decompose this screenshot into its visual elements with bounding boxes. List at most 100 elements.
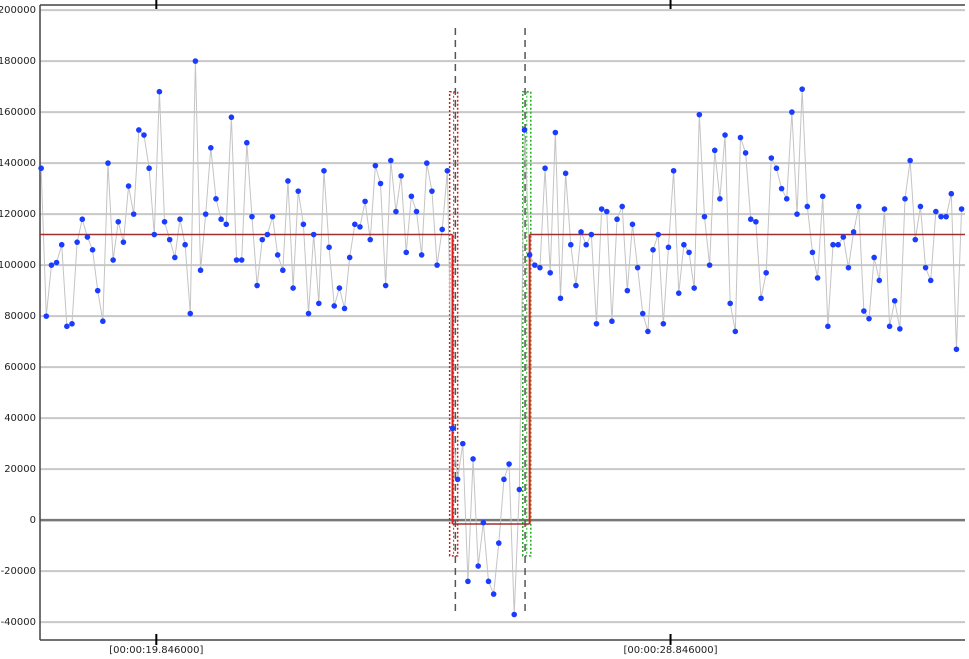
- data-point: [917, 203, 924, 210]
- data-point: [141, 132, 147, 138]
- data-point: [958, 206, 965, 212]
- data-point: [388, 157, 394, 164]
- data-point: [531, 262, 538, 268]
- data-point: [825, 323, 831, 330]
- data-point: [249, 213, 255, 220]
- data-point: [578, 229, 584, 235]
- data-point: [799, 86, 805, 92]
- data-point: [727, 300, 733, 307]
- data-point: [398, 173, 404, 179]
- data-point: [866, 315, 872, 322]
- y-tick-label: 180000: [0, 56, 36, 67]
- data-point: [120, 239, 127, 245]
- data-point: [357, 224, 363, 230]
- data-point: [244, 139, 250, 146]
- data-point: [542, 165, 548, 172]
- data-point: [804, 203, 811, 210]
- y-tick-label: 0: [30, 515, 36, 526]
- data-point: [938, 213, 944, 220]
- data-point: [413, 208, 420, 215]
- data-point: [316, 300, 322, 307]
- data-point: [449, 425, 456, 432]
- data-point: [516, 486, 523, 493]
- data-point: [264, 231, 271, 238]
- data-point: [876, 277, 883, 284]
- data-point: [228, 114, 235, 121]
- data-point: [840, 234, 847, 240]
- x-tick-label: [00:00:28.846000]: [623, 645, 717, 656]
- y-tick-label: -40000: [1, 617, 36, 628]
- data-point: [100, 318, 106, 325]
- data-point: [696, 111, 703, 118]
- data-point: [619, 203, 625, 210]
- data-point: [639, 310, 646, 317]
- data-point: [855, 203, 862, 210]
- data-point: [665, 244, 672, 251]
- data-point: [557, 295, 564, 302]
- data-point: [485, 578, 492, 585]
- data-point: [537, 264, 543, 271]
- data-point: [382, 282, 389, 289]
- data-point: [850, 229, 857, 235]
- data-point: [136, 127, 142, 133]
- data-point: [43, 313, 50, 319]
- data-point: [881, 206, 888, 212]
- data-point: [819, 193, 826, 200]
- data-point: [89, 247, 96, 253]
- data-point: [526, 252, 533, 258]
- data-point: [177, 216, 183, 223]
- data-point: [501, 476, 507, 483]
- data-point: [747, 216, 754, 223]
- data-point: [521, 127, 528, 133]
- data-point: [331, 303, 338, 309]
- data-point: [53, 259, 60, 266]
- data-point: [110, 257, 116, 263]
- data-point: [552, 129, 559, 136]
- data-point: [295, 188, 302, 194]
- data-point: [886, 323, 893, 330]
- data-point: [341, 305, 348, 312]
- data-point: [655, 231, 661, 238]
- data-point: [377, 180, 384, 187]
- data-point: [321, 167, 327, 174]
- data-point: [372, 162, 379, 169]
- data-point: [285, 178, 291, 184]
- data-point: [69, 320, 75, 327]
- data-point: [300, 221, 307, 228]
- data-point: [948, 190, 955, 197]
- series-line: [40, 61, 963, 615]
- data-point: [794, 211, 800, 217]
- data-point: [470, 456, 476, 462]
- y-tick-label: -20000: [1, 566, 36, 577]
- data-point: [588, 231, 595, 238]
- data-point: [660, 320, 667, 327]
- data-point: [254, 282, 260, 289]
- data-point: [871, 254, 877, 261]
- data-point: [130, 211, 137, 217]
- data-point: [352, 221, 358, 228]
- data-point: [681, 241, 687, 248]
- data-point: [737, 134, 744, 141]
- data-point: [393, 208, 399, 215]
- data-point: [218, 216, 224, 223]
- data-point: [943, 213, 949, 220]
- data-point: [835, 241, 841, 248]
- data-point: [182, 241, 188, 248]
- data-point: [861, 308, 867, 314]
- data-point: [768, 155, 775, 161]
- data-point: [280, 267, 286, 274]
- data-point: [645, 328, 651, 335]
- data-point: [789, 109, 795, 115]
- data-point: [650, 247, 656, 253]
- data-point: [830, 241, 836, 248]
- data-point: [732, 328, 739, 335]
- data-point: [706, 262, 713, 268]
- data-point: [192, 58, 199, 64]
- data-point: [614, 216, 620, 223]
- data-point: [814, 275, 821, 281]
- data-point: [629, 221, 636, 228]
- data-point: [902, 196, 908, 202]
- data-point: [439, 226, 446, 233]
